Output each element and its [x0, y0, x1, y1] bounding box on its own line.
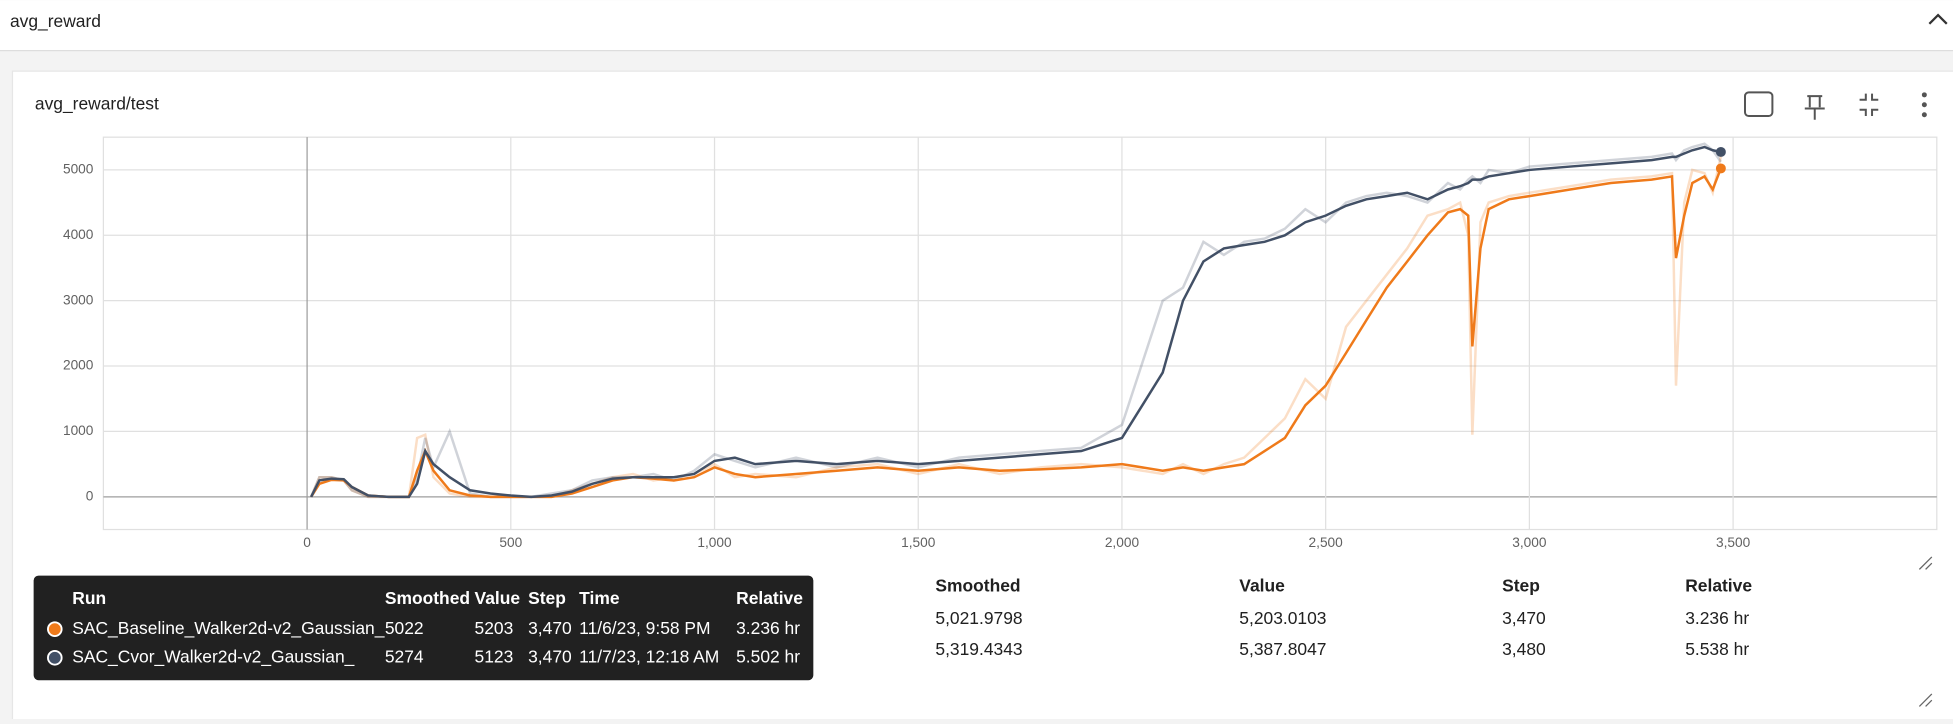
- smoothed-line: [310, 167, 1722, 499]
- tooltip-cell: SAC_Baseline_Walker2d-v2_Gaussian_: [72, 618, 384, 639]
- raw-line: [309, 156, 1723, 499]
- menu-button[interactable]: [1921, 92, 1927, 98]
- tooltip-cell: 5274: [385, 646, 424, 666]
- table-header: Value: [1239, 575, 1285, 595]
- table-cell: 5.538 hr: [1685, 639, 1749, 659]
- y-tick-label: 4000: [63, 227, 94, 242]
- table-header: Smoothed: [935, 575, 1020, 595]
- x-tick-label: 2,000: [1105, 535, 1140, 550]
- end-point: [1715, 163, 1726, 174]
- table-cell: 3,480: [1502, 639, 1546, 659]
- table-cell: 5,319.4343: [935, 639, 1022, 659]
- tooltip-box: [33, 575, 814, 681]
- tooltip-cell: 5022: [385, 618, 424, 638]
- collapse-chart-button[interactable]: [1859, 93, 1879, 116]
- y-tick-label: 1000: [63, 423, 94, 438]
- y-tick-label: 0: [86, 488, 94, 503]
- table-cell: 5,387.8047: [1239, 639, 1326, 659]
- y-tick-label: 5000: [63, 161, 94, 176]
- menu-dot: [1921, 102, 1927, 108]
- x-tick-label: 500: [499, 535, 522, 550]
- x-tick-label: 1,000: [697, 535, 732, 550]
- tooltip: Run Smoothed Value Step Time Relative SAC_Base…: [33, 575, 814, 681]
- tooltip-cell: 11/7/23, 12:18 AM: [579, 646, 719, 666]
- collapse-button[interactable]: [1928, 13, 1948, 25]
- section-header: [0, 0, 1953, 50]
- x-tick-label: 3,000: [1512, 535, 1547, 550]
- x-tick-label: 0: [303, 535, 311, 550]
- tooltip-header: Time: [579, 588, 620, 608]
- x-tick-label: 2,500: [1309, 535, 1344, 550]
- fit-domain-button[interactable]: [1743, 91, 1774, 117]
- tooltip-cell: 5203: [475, 618, 514, 638]
- pin-button[interactable]: [1804, 95, 1825, 120]
- plot-frame: [102, 136, 1938, 531]
- smoothed-line: [310, 145, 1722, 499]
- resize-handle[interactable]: [1918, 556, 1933, 570]
- table-cell: 5,021.9798: [935, 608, 1022, 628]
- tooltip-cell: 11/6/23, 9:58 PM: [579, 618, 710, 638]
- chart-card: [11, 70, 1953, 724]
- tooltip-header: Run: [72, 588, 106, 608]
- tooltip-cell: 5123: [475, 646, 514, 666]
- card-title: avg_reward/test: [35, 93, 159, 114]
- y-tick-label: 2000: [63, 358, 94, 373]
- run-swatch: [47, 650, 63, 666]
- tooltip-cell: 3,470: [528, 646, 572, 666]
- table-header: Relative: [1685, 575, 1752, 595]
- tooltip-header: Step: [528, 588, 566, 608]
- x-tick-label: 1,500: [901, 535, 936, 550]
- tooltip-cell: 3,470: [528, 618, 572, 638]
- run-swatch: [47, 621, 63, 637]
- tooltip-cell: 3.236 hr: [736, 618, 800, 638]
- table-header: Step: [1502, 575, 1540, 595]
- y-tick-label: 3000: [63, 292, 94, 307]
- tooltip-cell: SAC_Cvor_Walker2d-v2_Gaussian_: [72, 646, 354, 667]
- section-title: avg_reward: [10, 11, 101, 32]
- tooltip-header: Value: [475, 588, 521, 608]
- table-cell: 3,470: [1502, 608, 1546, 628]
- end-point: [1715, 146, 1726, 157]
- table-cell: 5,203.0103: [1239, 608, 1326, 628]
- tooltip-header: Relative: [736, 588, 803, 608]
- plot: 0 1000 2000 3000 4000 5000 0 500 1,000 1,500 2,000…: [63, 136, 1938, 550]
- table-cell: 3.236 hr: [1685, 608, 1749, 628]
- tooltip-header: Smoothed: [385, 588, 470, 608]
- resize-handle[interactable]: [1918, 693, 1933, 707]
- tooltip-cell: 5.502 hr: [736, 646, 800, 666]
- menu-dot: [1921, 112, 1927, 118]
- x-tick-label: 3,500: [1716, 535, 1751, 550]
